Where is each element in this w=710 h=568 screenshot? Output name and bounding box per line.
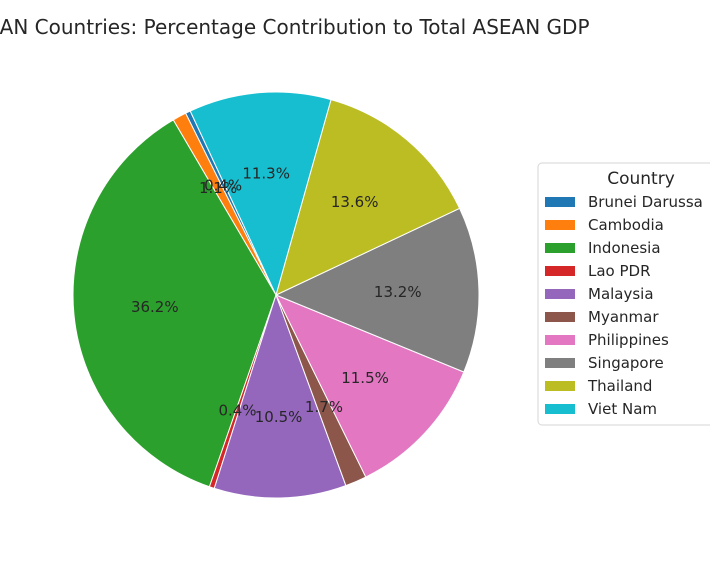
pct-label-myanmar: 1.7% (305, 398, 343, 416)
legend-frame (537, 162, 710, 426)
legend-label-singapore: Singapore (588, 354, 664, 372)
legend-swatch-thailand (545, 381, 575, 391)
legend-swatch-lao-pdr (545, 266, 575, 276)
percentage-labels: 0.4%1.1%36.2%0.4%10.5%1.7%11.5%13.2%13.6… (131, 165, 422, 426)
pct-label-philippines: 11.5% (341, 369, 389, 387)
slice-indonesia (72, 119, 277, 488)
legend-title: Country (607, 169, 675, 189)
pct-label-brunei-darussalam: 0.4% (204, 176, 242, 194)
legend-label-viet-nam: Viet Nam (588, 400, 657, 418)
slice-thailand (275, 98, 461, 296)
legend-swatch-viet-nam (545, 404, 575, 414)
pie-slices (72, 91, 480, 499)
legend-swatch-cambodia (545, 220, 575, 230)
legend-swatch-indonesia (545, 243, 575, 253)
legend-items: Brunei Darussa Cambodia Indonesia Lao PDR Ma… (545, 193, 703, 418)
pct-label-viet-nam: 11.3% (242, 165, 290, 183)
pct-label-singapore: 13.2% (374, 283, 422, 301)
legend-label-brunei-darussalam: Brunei Darussa (588, 193, 703, 211)
pct-label-malaysia: 10.5% (255, 408, 303, 426)
legend-swatch-singapore (545, 358, 575, 368)
legend-swatch-philippines (545, 335, 575, 345)
legend-label-indonesia: Indonesia (588, 239, 661, 257)
pct-label-thailand: 13.6% (331, 193, 379, 211)
legend-swatch-myanmar (545, 312, 575, 322)
chart-title: EAN Countries: Percentage Contribution t… (0, 15, 590, 39)
pct-label-indonesia: 36.2% (131, 298, 179, 316)
legend-label-lao-pdr: Lao PDR (588, 262, 651, 280)
pct-label-cambodia: 1.1% (199, 179, 237, 197)
legend-swatch-malaysia (545, 289, 575, 299)
legend: Country Brunei Darussa Cambodia Indonesia L… (537, 162, 710, 426)
legend-label-myanmar: Myanmar (588, 308, 659, 326)
slice-philippines (274, 294, 465, 478)
legend-label-thailand: Thailand (587, 377, 652, 395)
legend-label-malaysia: Malaysia (588, 285, 654, 303)
slice-viet-nam (189, 91, 332, 297)
pct-label-lao-pdr: 0.4% (218, 402, 256, 420)
legend-swatch-brunei-darussalam (545, 197, 575, 207)
legend-label-philippines: Philippines (588, 331, 669, 349)
slice-malaysia (213, 293, 347, 499)
legend-label-cambodia: Cambodia (588, 216, 664, 234)
slice-singapore (274, 207, 480, 373)
